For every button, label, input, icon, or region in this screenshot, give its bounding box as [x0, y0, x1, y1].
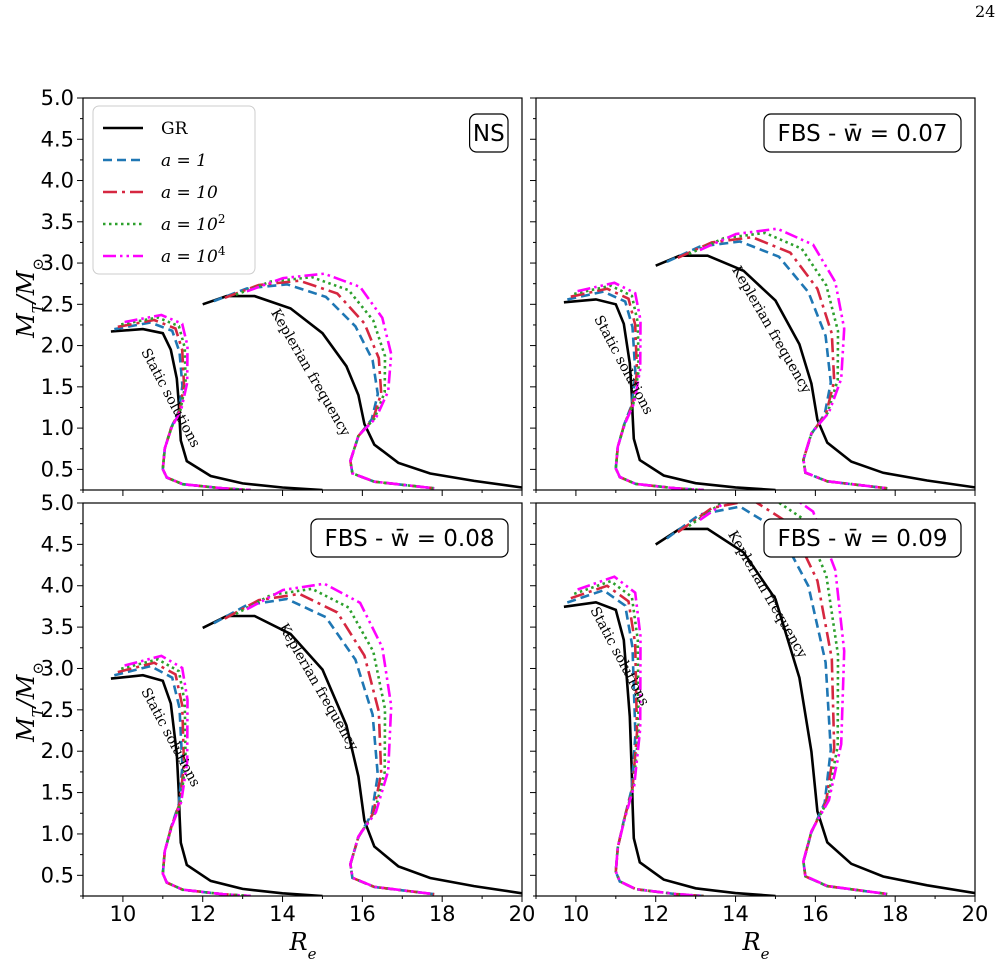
x-axis-label-left: Re	[289, 928, 317, 962]
x-tick-label: 14	[269, 902, 296, 926]
y-tick-label: 2.0	[41, 739, 74, 763]
panel-2-tag-box	[763, 113, 962, 153]
kepler-branch-a4	[246, 272, 435, 490]
y-tick-label: 1.0	[41, 416, 74, 440]
y-tick-label: 5.0	[41, 86, 74, 110]
legend-label: a = 102	[161, 212, 225, 235]
y-tick-label: 2.5	[41, 292, 74, 316]
x-tick-label: 12	[642, 902, 669, 926]
kepler-branch-a2	[224, 592, 435, 896]
x-tick-label: 18	[882, 902, 909, 926]
kepler-branch-gr	[654, 527, 975, 895]
panel-3-frame	[82, 502, 523, 897]
kepler-branch-a3	[235, 275, 435, 490]
y-tick-label: 3.5	[41, 210, 74, 234]
y-tick-label: 1.5	[41, 375, 74, 399]
panel-4-tag-box	[763, 518, 962, 558]
panel-1-tag-box	[469, 113, 509, 153]
static-branch-gr	[563, 600, 776, 896]
x-tick-label: 16	[349, 902, 376, 926]
kepler-branch-a1	[666, 505, 888, 896]
y-tick-label: 4.5	[41, 532, 74, 556]
kepler-branch-gr	[655, 254, 975, 489]
panel-4-curves	[563, 503, 975, 896]
x-tick-label: 20	[962, 902, 989, 926]
x-axis-label-right: Re	[742, 928, 770, 962]
legend-label: a = 1	[161, 151, 207, 171]
static-branch-a3	[120, 657, 251, 896]
panel-2-curves	[563, 227, 975, 490]
x-tick-label: 10	[563, 902, 590, 926]
kepler-branch-a4	[699, 227, 888, 490]
y-tick-label: 4.0	[41, 169, 74, 193]
panel-2-kepler-annotation: Keplerian frequency	[728, 263, 814, 396]
kepler-branch-a2	[677, 503, 888, 896]
y-tick-label: 1.0	[41, 822, 74, 846]
x-tick-label: 12	[189, 902, 216, 926]
y-tick-label: 2.5	[41, 698, 74, 722]
panel-3-tag: FBS - w̄ = 0.08	[324, 526, 494, 552]
static-branch-a4	[577, 575, 704, 896]
kepler-branch-a3	[688, 503, 888, 896]
panel-1-frame	[82, 97, 523, 491]
panel-2-tag: FBS - w̄ = 0.07	[777, 121, 947, 147]
static-branch-gr	[563, 298, 776, 490]
panel-3-kepler-annotation: Keplerian frequency	[275, 621, 361, 754]
x-tick-label: 18	[429, 902, 456, 926]
kepler-branch-gr	[202, 614, 522, 895]
x-tick-label: 10	[110, 902, 137, 926]
y-tick-label: 4.0	[41, 574, 74, 598]
static-branch-a4	[577, 281, 704, 490]
page-number: 24	[975, 2, 996, 21]
y-tick-label: 1.5	[41, 781, 74, 805]
static-branch-a3	[573, 579, 704, 896]
panel-4-frame	[535, 502, 976, 897]
static-branch-a4	[124, 654, 251, 896]
static-branch-a3	[573, 284, 704, 490]
y-tick-label: 0.5	[41, 457, 74, 481]
panel-2-frame	[535, 97, 976, 491]
static-branch-gr	[110, 327, 323, 490]
legend: GR a = 1 a = 10 a = 102 a = 104	[92, 105, 256, 275]
legend-label: a = 104	[161, 244, 226, 267]
x-tick-label: 20	[509, 902, 536, 926]
static-branch-a3	[120, 316, 251, 490]
panel-1-curves	[110, 272, 522, 490]
kepler-branch-a1	[666, 240, 888, 490]
y-tick-label: 0.5	[41, 863, 74, 887]
kepler-branch-a3	[235, 587, 435, 896]
kepler-branch-a4	[699, 503, 888, 896]
kepler-branch-gr	[202, 294, 522, 489]
y-tick-label: 3.5	[41, 615, 74, 639]
panel-3-curves	[110, 582, 522, 896]
legend-label: GR	[161, 119, 189, 139]
static-branch-gr	[110, 673, 323, 896]
y-tick-label: 3.0	[41, 656, 74, 680]
legend-label: a = 10	[161, 183, 218, 203]
y-tick-label: 4.5	[41, 127, 74, 151]
y-tick-label: 5.0	[41, 491, 74, 515]
y-tick-label: 2.0	[41, 334, 74, 358]
panel-4-tag: FBS - w̄ = 0.09	[777, 526, 947, 552]
y-tick-label: 3.0	[41, 251, 74, 275]
x-tick-label: 14	[722, 902, 749, 926]
x-tick-label: 16	[802, 902, 829, 926]
kepler-branch-a2	[224, 279, 435, 490]
static-branch-a4	[124, 313, 251, 490]
panel-1-tag: NS	[473, 121, 505, 147]
panel-3-tag-box	[310, 518, 509, 558]
static-branch-a2	[570, 584, 704, 896]
panel-1-kepler-annotation: Keplerian frequency	[267, 306, 353, 439]
kepler-branch-a1	[213, 597, 435, 896]
